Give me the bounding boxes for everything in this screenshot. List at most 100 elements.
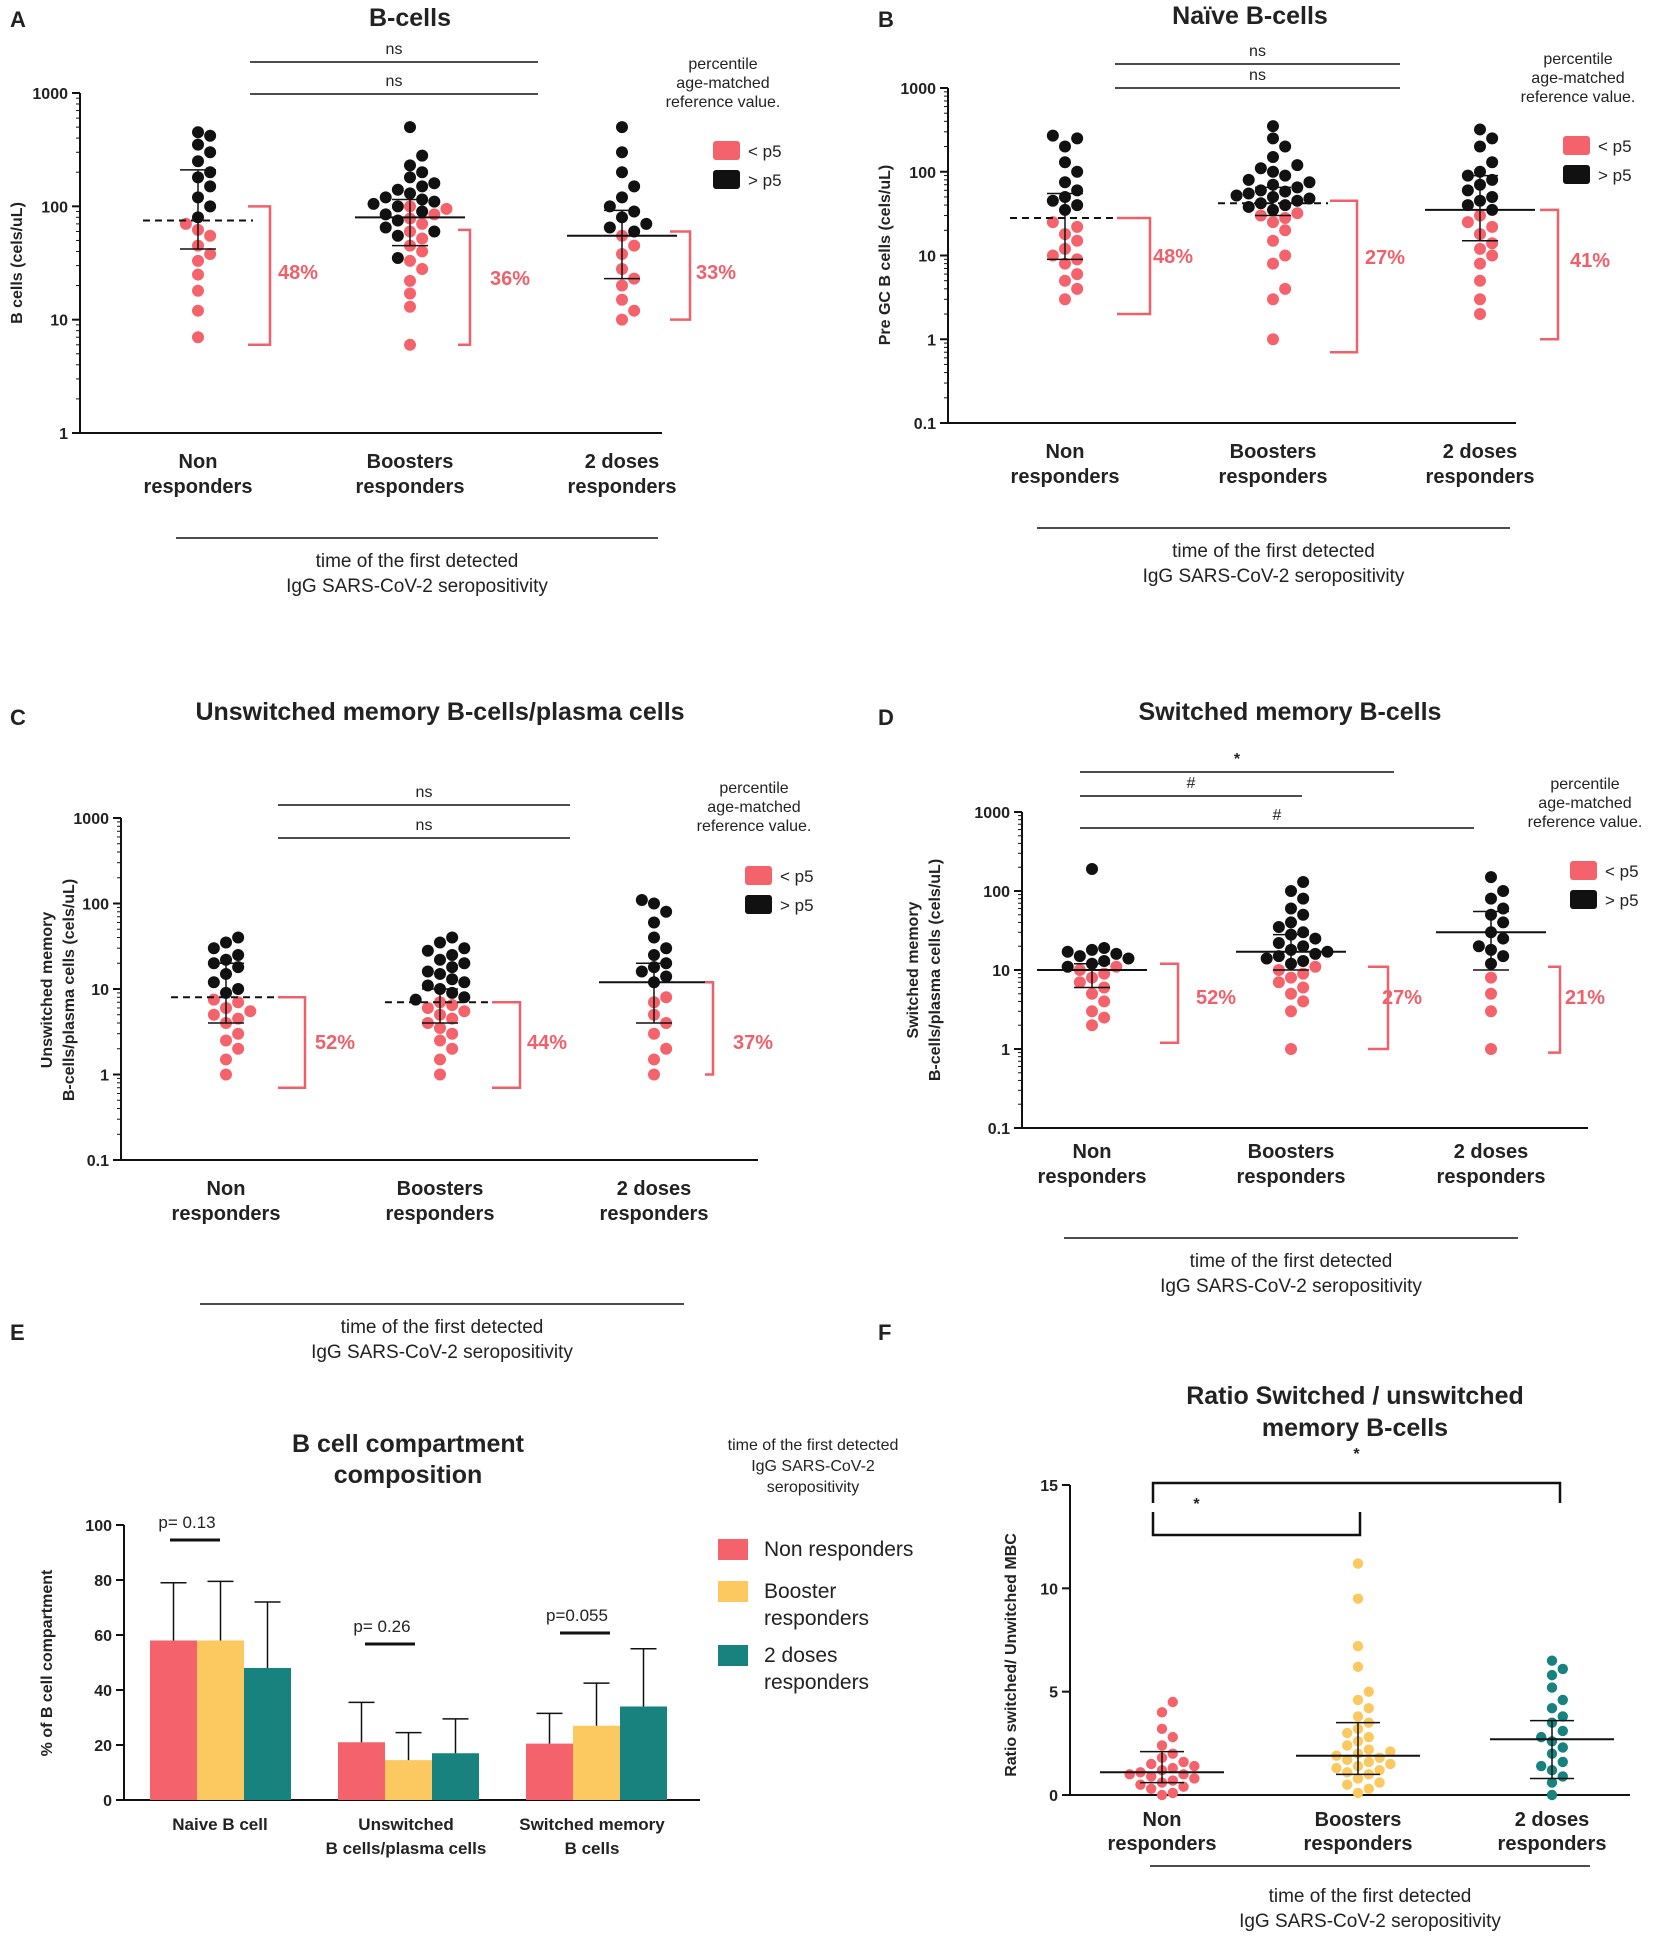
data-point — [1124, 1769, 1135, 1780]
data-point — [1342, 1727, 1353, 1739]
legend-title-0: percentile — [719, 780, 788, 797]
data-point — [421, 965, 434, 978]
data-point — [1342, 1754, 1353, 1766]
y-axis-label: B-cells/plasma cells (cels/uL) — [927, 859, 944, 1081]
category-label: B cells/plasma cells — [326, 1839, 487, 1858]
data-point — [391, 200, 404, 213]
data-point — [220, 1034, 232, 1047]
data-point — [391, 229, 404, 242]
data-point — [1363, 1703, 1374, 1714]
y-tick-label: 10 — [91, 982, 109, 999]
data-point — [1486, 220, 1499, 233]
data-point — [1374, 1765, 1385, 1776]
data-point — [404, 187, 416, 200]
data-point — [404, 287, 416, 300]
data-point — [404, 171, 416, 184]
data-point — [1352, 1711, 1364, 1722]
category-label: responders — [1219, 466, 1328, 488]
percent-label: 27% — [1382, 987, 1422, 1009]
data-point — [1098, 995, 1111, 1008]
y-axis-label: Unswitched memory — [39, 912, 56, 1069]
data-point — [1374, 1752, 1385, 1764]
panel-c: Unswitched memory B-cells/plasma cells 0.… — [39, 698, 814, 1363]
data-point — [1230, 189, 1243, 202]
y-tick-label: 1000 — [73, 811, 109, 828]
data-point — [446, 1027, 459, 1040]
y-tick-label: 1 — [927, 332, 936, 349]
data-point — [1071, 132, 1084, 145]
xnote-text-1: IgG SARS-CoV-2 seropositivity — [311, 1342, 573, 1363]
data-point — [660, 991, 673, 1004]
comparison-bracket — [1151, 1481, 1562, 1503]
data-point — [1135, 1779, 1146, 1790]
legend-label: < p5 — [748, 142, 782, 161]
data-point — [1285, 1043, 1297, 1055]
data-point — [1146, 1783, 1157, 1795]
panel-e: B cell compartment composition 0 20 40 60 80 10… — [39, 1430, 913, 1858]
p5-bracket — [670, 230, 692, 321]
y-tick-label: 0.1 — [988, 1121, 1010, 1138]
data-point — [1285, 971, 1297, 984]
legend-title-2: reference value. — [1528, 814, 1643, 831]
category-label: Non — [1046, 441, 1085, 463]
bar — [197, 1640, 244, 1800]
data-point — [1267, 120, 1279, 133]
category-label: Switched memory — [519, 1815, 665, 1834]
data-point — [416, 262, 429, 275]
data-point — [207, 993, 220, 1006]
legend-label: Non responders — [764, 1538, 913, 1561]
data-point — [232, 1027, 245, 1040]
data-point — [458, 1005, 471, 1018]
data-point — [391, 252, 404, 265]
category-label: responders — [1437, 1166, 1546, 1188]
data-point — [192, 155, 204, 168]
data-point — [434, 953, 446, 966]
data-point — [428, 225, 441, 238]
category-label: responders — [1038, 1166, 1147, 1188]
data-point — [616, 166, 628, 179]
data-point — [244, 1005, 257, 1018]
data-point — [434, 1034, 446, 1047]
legend-title-0: percentile — [688, 56, 757, 73]
panel-letter-b: B — [878, 7, 894, 32]
category-label: responders — [144, 476, 253, 498]
data-point — [192, 254, 204, 267]
comparison-label: * — [1193, 1496, 1200, 1513]
data-point — [207, 942, 220, 955]
y-tick-label: 0.1 — [87, 1153, 109, 1170]
data-point — [1546, 1655, 1558, 1666]
data-point — [1279, 185, 1292, 198]
data-point — [1167, 1787, 1178, 1799]
data-point — [367, 197, 380, 210]
data-point — [1309, 960, 1322, 973]
p5-bracket — [248, 205, 272, 347]
data-point — [1297, 892, 1310, 905]
data-point — [204, 146, 217, 159]
category-label: 2 doses — [585, 451, 659, 473]
data-point — [603, 221, 616, 234]
data-point — [1461, 184, 1474, 197]
legend-swatch — [1570, 890, 1597, 909]
category-label: 2 doses — [1454, 1141, 1528, 1163]
xnote-text-0: time of the first detected — [1269, 1886, 1472, 1907]
data-point — [648, 1027, 660, 1040]
data-point — [1557, 1742, 1568, 1753]
data-point — [1167, 1762, 1178, 1774]
data-point — [404, 274, 416, 287]
data-point — [192, 126, 204, 139]
data-point — [1059, 156, 1071, 169]
legend-label: responders — [764, 1607, 869, 1630]
data-point — [628, 205, 641, 218]
data-point — [1046, 249, 1059, 262]
legend-swatch — [745, 866, 772, 885]
category-label: Non — [179, 451, 218, 473]
data-point — [1267, 234, 1279, 247]
annotation-label: p= 0.13 — [158, 1513, 215, 1532]
data-point — [1122, 952, 1135, 965]
data-point — [1267, 216, 1279, 229]
y-tick-label: 0.1 — [914, 416, 936, 433]
data-point — [660, 905, 673, 918]
y-tick-label: 100 — [909, 165, 936, 182]
data-point — [409, 993, 422, 1006]
data-point — [1557, 1756, 1568, 1768]
